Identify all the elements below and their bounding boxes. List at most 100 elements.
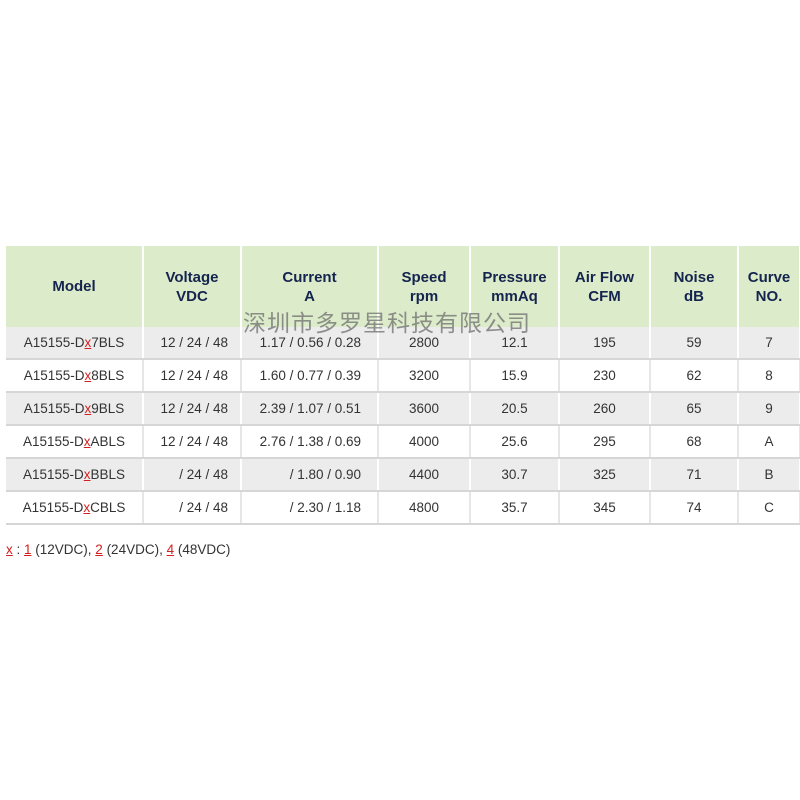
cell-airflow: 260 <box>559 392 651 426</box>
cell-curve: 9 <box>738 392 800 426</box>
note-text-2: (24VDC), <box>102 542 167 557</box>
table-row: A15155-Dx8BLS 12 / 24 / 48 1.60 / 0.77 / 0… <box>6 359 800 393</box>
cell-model: A15155-Dx9BLS <box>6 392 144 426</box>
cell-voltage: 12 / 24 / 48 <box>143 327 242 360</box>
watermark: 深圳市多罗星科技有限公司 <box>243 311 531 337</box>
cell-model: A15155-Dx7BLS <box>6 327 144 360</box>
cell-pressure: 15.9 <box>470 359 560 393</box>
cell-curve: 7 <box>738 327 800 360</box>
cell-model: A15155-Dx8BLS <box>6 359 144 393</box>
model-x: x <box>84 401 92 416</box>
header-line: Pressure <box>482 268 547 286</box>
voltage-code-note: x : 1 (12VDC), 2 (24VDC), 4 (48VDC) <box>6 542 230 557</box>
header-line: Curve <box>747 268 791 286</box>
cell-voltage: / 24 / 48 <box>143 491 242 525</box>
cell-pressure: 25.6 <box>470 425 560 459</box>
header-line: Model <box>52 278 96 295</box>
model-suffix: CBLS <box>90 500 126 515</box>
cell-current: 1.60 / 0.77 / 0.39 <box>241 359 379 393</box>
cell-voltage: 12 / 24 / 48 <box>143 425 242 459</box>
column-header: Air Flow CFM <box>559 246 651 327</box>
cell-noise: 59 <box>650 327 739 360</box>
column-header: Model <box>6 246 144 327</box>
table-row: A15155-DxBBLS/ 24 / 48/ 1.80 / 0.90 4400 3… <box>6 458 800 492</box>
cell-voltage: 12 / 24 / 48 <box>143 392 242 426</box>
cell-pressure: 20.5 <box>470 392 560 426</box>
model-x: x <box>84 335 92 350</box>
model-suffix: ABLS <box>90 434 126 449</box>
header-line: Air Flow <box>574 268 635 286</box>
header-line: Current <box>282 268 337 286</box>
cell-noise: 68 <box>650 425 739 459</box>
header-line: Speed <box>401 268 447 286</box>
model-prefix: A15155-D <box>23 401 85 416</box>
table-row: A15155-DxABLS 12 / 24 / 48 2.76 / 1.38 / 0… <box>6 425 800 459</box>
header-line: Noise <box>673 268 715 286</box>
header-line: Voltage <box>165 268 219 286</box>
note-code-4: 4 <box>166 542 175 557</box>
cell-speed: 3600 <box>378 392 471 426</box>
note-code-1: 1 <box>24 542 32 557</box>
table-row: A15155-Dx9BLS 12 / 24 / 48 2.39 / 1.07 / 0… <box>6 392 800 426</box>
cell-voltage: / 24 / 48 <box>143 458 242 492</box>
model-x: x <box>83 467 91 482</box>
note-text-1: (12VDC), <box>31 542 96 557</box>
header-unit: CFM <box>588 287 621 305</box>
header-unit: dB <box>684 287 704 305</box>
cell-noise: 62 <box>650 359 739 393</box>
cell-current: 1.17 / 0.56 / 0.28 <box>241 327 379 360</box>
column-header: Pressure mmAq <box>470 246 560 327</box>
note-x: x <box>6 542 13 557</box>
column-header: Curve NO. <box>738 246 800 327</box>
model-x: x <box>83 434 91 449</box>
cell-speed: 4800 <box>378 491 471 525</box>
model-prefix: A15155-D <box>22 467 84 482</box>
model-suffix: 8BLS <box>91 368 125 383</box>
note-sep: : <box>12 542 25 557</box>
column-header: Current A <box>241 246 379 327</box>
cell-speed: 4400 <box>378 458 471 492</box>
model-suffix: 9BLS <box>91 401 125 416</box>
header-unit: VDC <box>176 287 208 305</box>
cell-pressure: 35.7 <box>470 491 560 525</box>
cell-curve: B <box>738 458 800 492</box>
cell-noise: 74 <box>650 491 739 525</box>
spec-table: Model Voltage VDC Current A Speed rpm Pressure m… <box>6 246 800 525</box>
column-header: Speed rpm <box>378 246 471 327</box>
model-x: x <box>84 368 92 383</box>
cell-model: A15155-DxCBLS <box>6 491 144 525</box>
model-prefix: A15155-D <box>22 434 84 449</box>
model-prefix: A15155-D <box>23 335 85 350</box>
table-row: A15155-Dx7BLS 12 / 24 / 48 1.17 / 0.56 / 0… <box>6 327 800 360</box>
cell-airflow: 325 <box>559 458 651 492</box>
table-row: A15155-DxCBLS/ 24 / 48/ 2.30 / 1.18 4800 3… <box>6 491 800 525</box>
cell-speed: 3200 <box>378 359 471 393</box>
note-code-2: 2 <box>95 542 103 557</box>
cell-noise: 71 <box>650 458 739 492</box>
model-suffix: BBLS <box>90 467 126 482</box>
cell-pressure: 30.7 <box>470 458 560 492</box>
cell-model: A15155-DxABLS <box>6 425 144 459</box>
header-unit: A <box>304 287 315 305</box>
cell-airflow: 230 <box>559 359 651 393</box>
model-prefix: A15155-D <box>22 500 84 515</box>
cell-voltage: 12 / 24 / 48 <box>143 359 242 393</box>
header-unit: NO. <box>755 287 783 305</box>
header-unit: rpm <box>409 287 439 305</box>
cell-curve: 8 <box>738 359 800 393</box>
cell-current: / 1.80 / 0.90 <box>241 458 379 492</box>
cell-airflow: 345 <box>559 491 651 525</box>
cell-current: 2.39 / 1.07 / 0.51 <box>241 392 379 426</box>
cell-speed: 4000 <box>378 425 471 459</box>
model-x: x <box>83 500 91 515</box>
cell-noise: 65 <box>650 392 739 426</box>
cell-airflow: 295 <box>559 425 651 459</box>
note-text-4: (48VDC) <box>174 542 231 557</box>
header-unit: mmAq <box>491 287 538 305</box>
cell-current: 2.76 / 1.38 / 0.69 <box>241 425 379 459</box>
cell-curve: A <box>738 425 800 459</box>
cell-model: A15155-DxBBLS <box>6 458 144 492</box>
column-header: Noise dB <box>650 246 739 327</box>
cell-pressure: 12.1 <box>470 327 560 360</box>
model-prefix: A15155-D <box>23 368 85 383</box>
